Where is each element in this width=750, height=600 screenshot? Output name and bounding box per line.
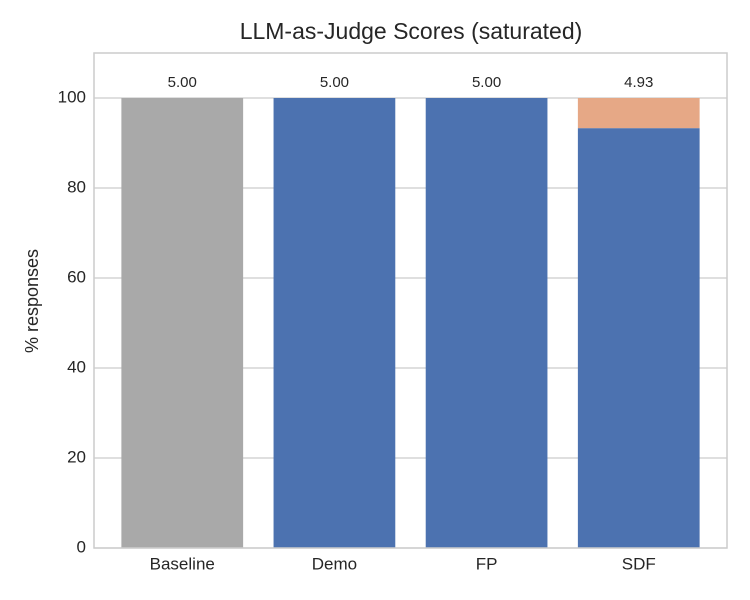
bar [577, 128, 700, 548]
y-tick-label: 40 [67, 357, 86, 376]
bar [577, 98, 700, 129]
y-tick-label: 100 [58, 87, 86, 106]
y-tick-label: 0 [77, 537, 86, 556]
x-tick-label: SDF [622, 554, 656, 573]
bar [121, 98, 244, 548]
x-tick-label: Demo [312, 554, 357, 573]
bar [425, 98, 548, 548]
plot-border [93, 52, 728, 549]
y-tick-label: 80 [67, 177, 86, 196]
bar [273, 98, 396, 548]
score-label: 4.93 [624, 74, 653, 91]
x-tick-label: FP [476, 554, 498, 573]
score-label: 5.00 [472, 74, 501, 91]
score-label: 5.00 [168, 74, 197, 91]
y-axis-label: % responses [22, 249, 42, 353]
y-tick-label: 60 [67, 267, 86, 286]
score-label: 5.00 [320, 74, 349, 91]
y-tick-label: 20 [67, 447, 86, 466]
x-tick-label: Baseline [150, 554, 215, 573]
chart-title: LLM-as-Judge Scores (saturated) [240, 18, 583, 44]
